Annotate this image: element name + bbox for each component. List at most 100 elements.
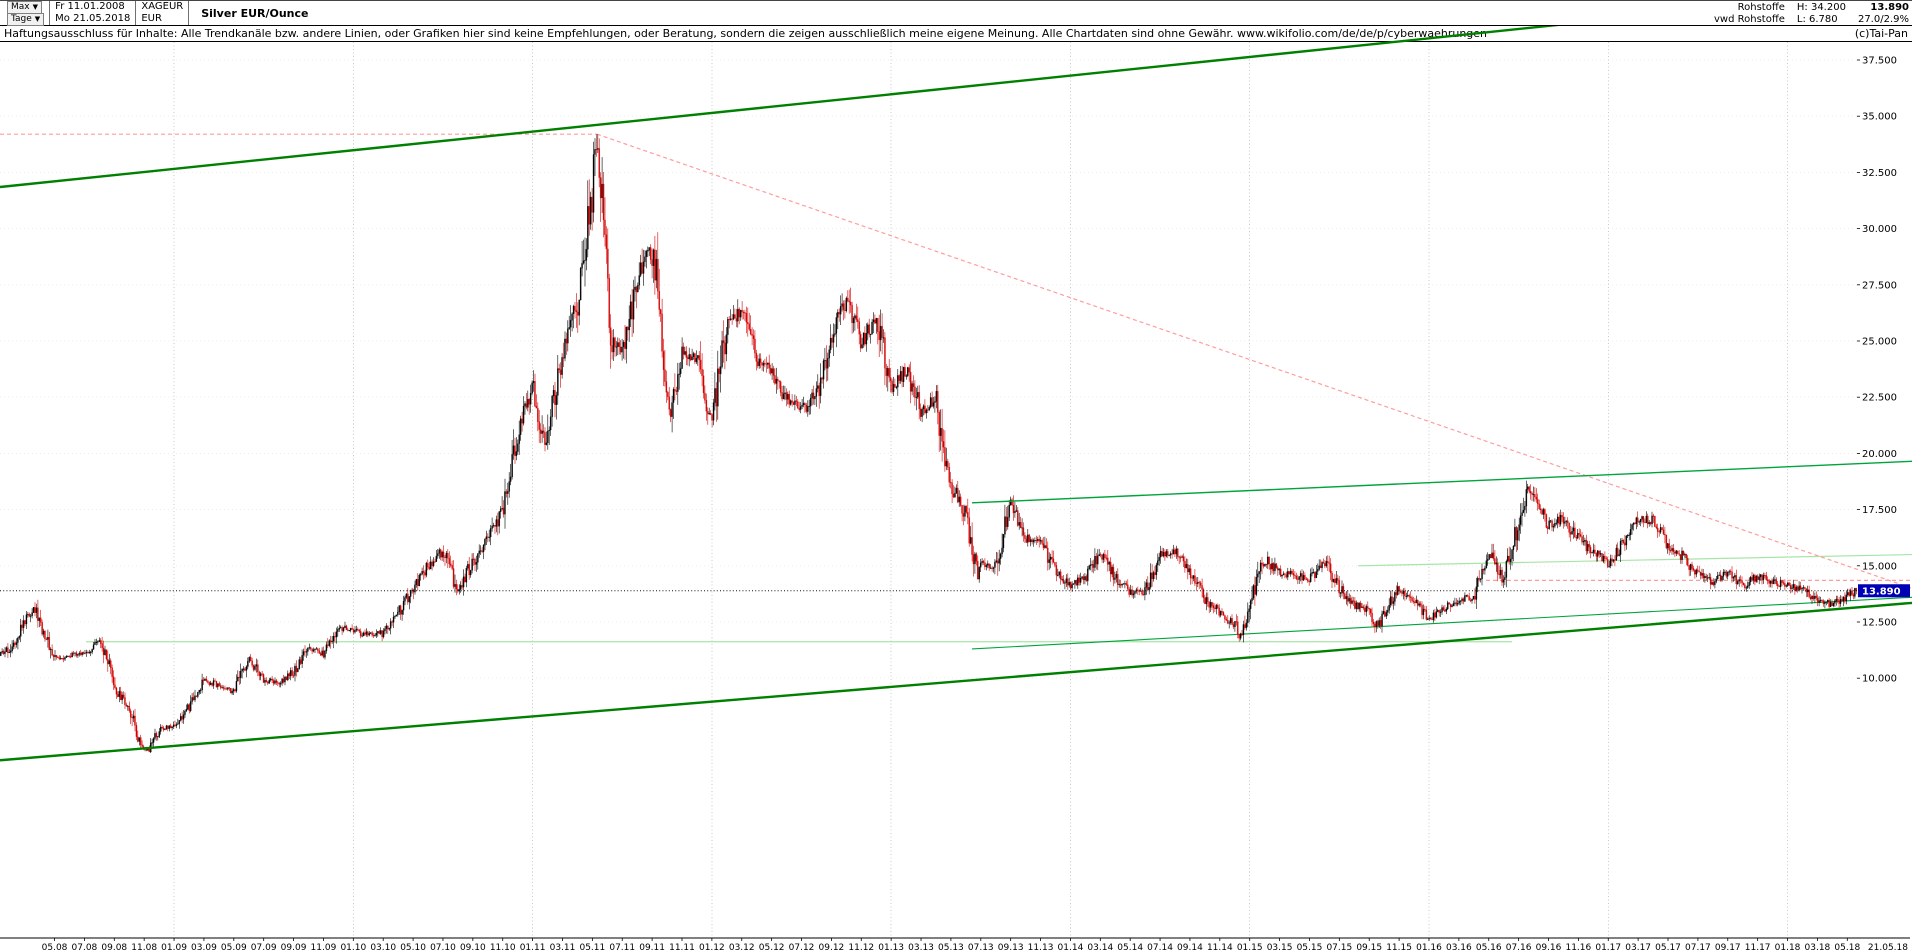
disclaimer-text: Haftungsausschluss für Inhalte: Alle Tre… — [4, 27, 1488, 40]
y-tick-label: 35.000 — [1862, 112, 1897, 123]
x-tick-label: 01.09 — [161, 943, 187, 952]
provider-label: vwd Rohstoffe — [1714, 14, 1785, 25]
x-tick-label: 09.13 — [998, 943, 1024, 952]
x-tick-label: 01.11 — [520, 943, 546, 952]
copyright-label: (c)Tai-Pan — [1854, 27, 1908, 40]
vertical-gridlines — [173, 42, 1789, 938]
x-tick-label: 03.13 — [908, 943, 934, 952]
symbol-column: XAGEUR EUR — [136, 1, 190, 25]
x-tick-label: 05.18 — [1834, 943, 1860, 952]
symbol-label: XAGEUR — [141, 1, 184, 12]
x-tick-label: 11.08 — [131, 943, 157, 952]
x-tick-label: 05.13 — [938, 943, 964, 952]
x-tick-label: 09.10 — [460, 943, 486, 952]
chevron-down-icon: ▼ — [32, 2, 38, 11]
trendline-upper-trend-channel — [0, 26, 1560, 189]
x-tick-label: 07.16 — [1506, 943, 1532, 952]
x-tick-label: 11.17 — [1745, 943, 1771, 952]
last-price-tag-text: 13.890 — [1862, 587, 1901, 598]
x-tick-label: 05.17 — [1655, 943, 1681, 952]
y-tick-label: 30.000 — [1862, 224, 1897, 235]
trendline-mid-resistance-line — [971, 460, 1912, 504]
y-tick-label: 37.500 — [1862, 56, 1897, 67]
x-tick-label: 07.17 — [1685, 943, 1711, 952]
last-price-label: 13.890 — [1870, 2, 1909, 13]
x-tick-label: 03.10 — [370, 943, 396, 952]
x-tick-label: 11.09 — [311, 943, 337, 952]
y-tick-label: 27.500 — [1862, 280, 1897, 291]
x-tick-label: 01.17 — [1595, 943, 1621, 952]
x-axis-end-date-label: 21.05.18 — [1868, 943, 1908, 952]
y-tick-label: 25.000 — [1862, 337, 1897, 348]
low-label: L: 6.780 — [1796, 14, 1838, 25]
x-tick-label: 03.14 — [1087, 943, 1113, 952]
x-tick-label: 03.16 — [1446, 943, 1472, 952]
y-tick-label: 20.000 — [1862, 449, 1897, 460]
x-tick-label: 01.13 — [878, 943, 904, 952]
toolbar-right: Rohstoffe vwd Rohstoffe H: 34.200 L: 6.7… — [1714, 2, 1909, 26]
title-column: Silver EUR/Ounce — [189, 1, 313, 25]
x-tick-label: 05.08 — [42, 943, 68, 952]
y-tick-label: 32.500 — [1862, 168, 1897, 179]
period-dropdown[interactable]: Tage ▼ — [7, 12, 45, 26]
trendline-lower-trend-channel — [0, 601, 1912, 762]
x-tick-label: 01.18 — [1775, 943, 1801, 952]
x-tick-label: 11.15 — [1386, 943, 1412, 952]
x-tick-label: 07.10 — [430, 943, 456, 952]
last-price-tag: 13.890 — [1858, 584, 1910, 598]
period-dropdown-label: Tage — [11, 13, 32, 24]
toolbar-left: Max ▼ Tage ▼ Fr 11.01.2008 Mo 21.05.2018… — [2, 1, 314, 26]
trendline-pale-right-resistance — [1357, 553, 1912, 567]
x-tick-label: 09.16 — [1536, 943, 1562, 952]
date-range: Fr 11.01.2008 Mo 21.05.2018 — [50, 1, 137, 25]
x-tick-label: 11.13 — [1028, 943, 1054, 952]
x-tick-label: 01.15 — [1237, 943, 1263, 952]
x-tick-label: 01.14 — [1058, 943, 1084, 952]
y-tick-label: 12.500 — [1862, 618, 1897, 629]
x-tick-label: 09.08 — [101, 943, 127, 952]
toolbar: Max ▼ Tage ▼ Fr 11.01.2008 Mo 21.05.2018… — [0, 1, 1912, 26]
trendline-downtrend-dashed — [596, 133, 1912, 589]
trendlines-front — [0, 26, 1912, 762]
last-price-tag-box — [1858, 584, 1910, 598]
candlestick-series — [0, 134, 1857, 753]
x-tick-label: 01.16 — [1416, 943, 1442, 952]
trendline-support-line-thin — [971, 596, 1912, 650]
x-axis[interactable]: 05.08 07.08 09.08 11.08 01.09 03.09 05.09 07.09… — [0, 937, 1910, 952]
x-tick-label: 07.11 — [609, 943, 635, 952]
x-tick-label: 07.12 — [789, 943, 815, 952]
price-chart[interactable]: 05.08 07.08 09.08 11.08 01.09 03.09 05.09 07.09… — [0, 26, 1912, 952]
group-label: Rohstoffe — [1737, 2, 1785, 13]
x-tick-label: 11.16 — [1565, 943, 1591, 952]
x-tick-label: 03.09 — [191, 943, 217, 952]
x-tick-label: 03.15 — [1267, 943, 1293, 952]
trendlines-back — [0, 133, 1912, 650]
chart-title: Silver EUR/Ounce — [201, 7, 309, 20]
x-tick-label: 07.08 — [72, 943, 98, 952]
x-tick-label: 05.16 — [1476, 943, 1502, 952]
x-tick-label: 11.14 — [1207, 943, 1233, 952]
x-tick-label: 05.12 — [759, 943, 785, 952]
x-tick-label: 05.11 — [579, 943, 605, 952]
x-tick-label: 07.14 — [1147, 943, 1173, 952]
x-tick-label: 11.11 — [669, 943, 695, 952]
chevron-down-icon: ▼ — [34, 14, 41, 23]
y-tick-label: 15.000 — [1862, 561, 1897, 572]
x-tick-label: 09.15 — [1356, 943, 1382, 952]
start-date: Fr 11.01.2008 — [55, 1, 125, 12]
x-tick-label: 11.10 — [490, 943, 516, 952]
currency-label: EUR — [141, 13, 162, 24]
x-tick-label: 03.17 — [1625, 943, 1651, 952]
x-tick-label: 11.12 — [848, 943, 874, 952]
x-tick-label: 09.14 — [1177, 943, 1203, 952]
high-label: H: 34.200 — [1796, 2, 1846, 13]
timeframe-controls: Max ▼ Tage ▼ — [2, 1, 51, 26]
high-low-column: H: 34.200 L: 6.780 — [1797, 2, 1846, 26]
x-tick-label: 07.13 — [968, 943, 994, 952]
group-column: Rohstoffe vwd Rohstoffe — [1714, 2, 1785, 26]
x-tick-label: 05.10 — [400, 943, 426, 952]
x-tick-label: 09.12 — [819, 943, 845, 952]
x-tick-label: 03.11 — [550, 943, 576, 952]
y-axis[interactable]: 37.500 35.000 32.500 30.000 27.500 25.000 22.5… — [1857, 56, 1897, 685]
